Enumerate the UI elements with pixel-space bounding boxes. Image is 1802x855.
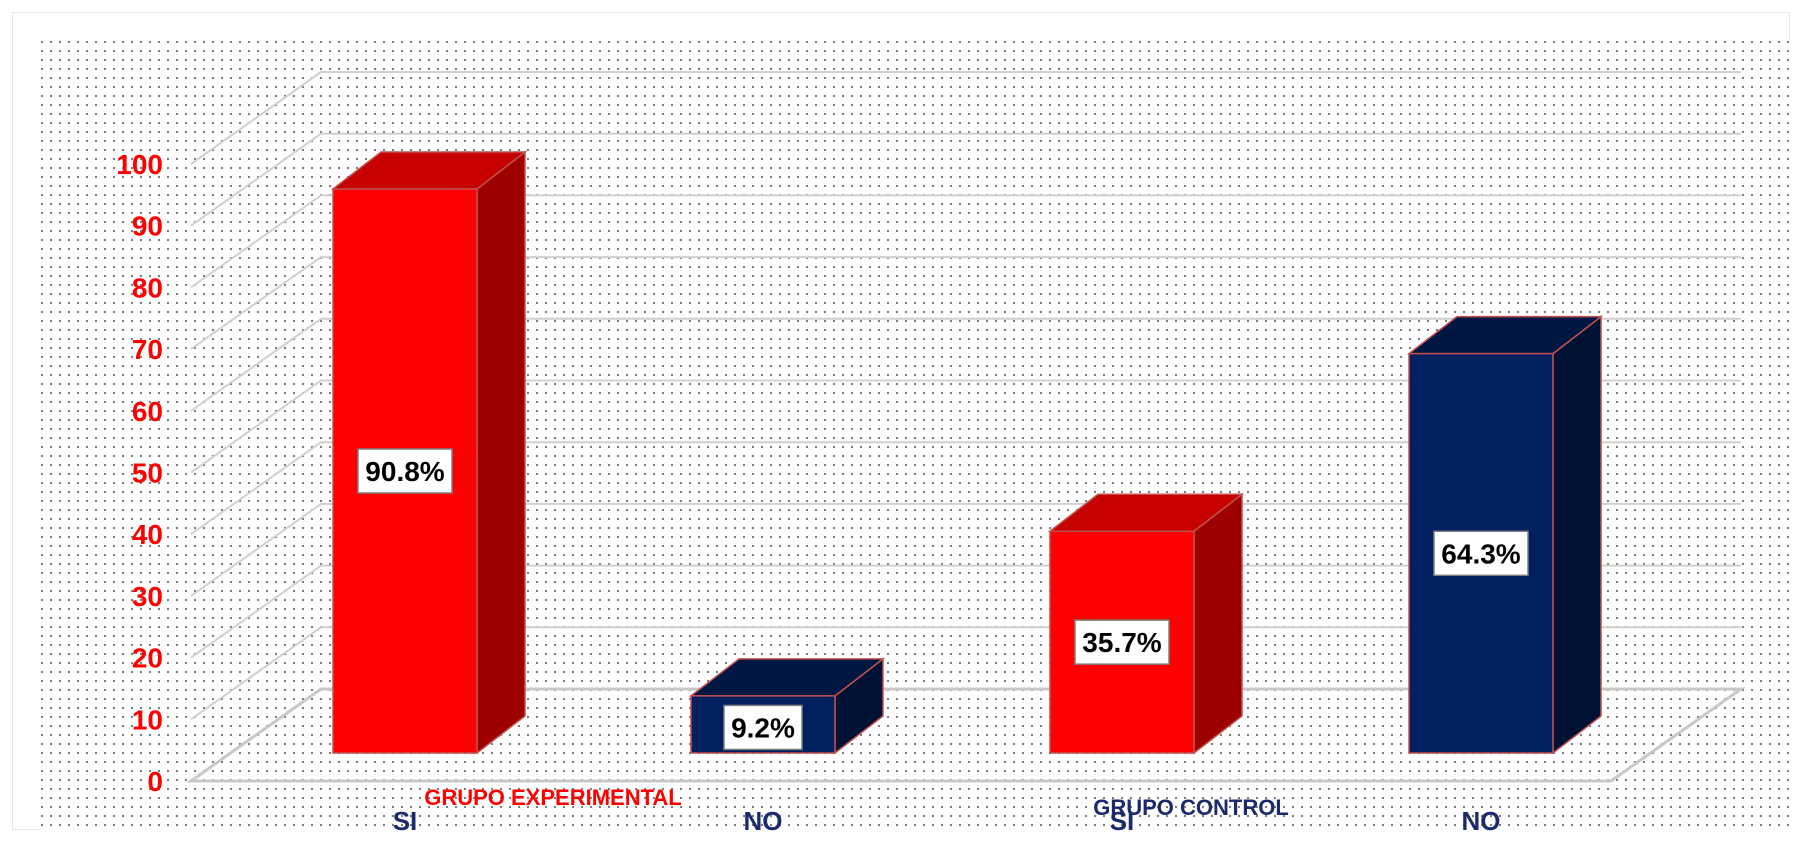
y-tick-label: 10	[132, 704, 163, 735]
bar: 64.3%	[1406, 315, 1604, 755]
bar: 9.2%	[688, 657, 886, 755]
bar-side-face	[476, 150, 526, 755]
y-tick-label: 80	[132, 272, 163, 303]
gridline	[190, 71, 1741, 165]
gridline	[190, 626, 1741, 721]
bar-side-face	[1193, 492, 1243, 755]
y-tick-label: 30	[132, 581, 163, 612]
gridline	[190, 317, 1741, 412]
y-tick-label: 90	[132, 211, 163, 242]
x-category-label: SI	[393, 806, 418, 836]
gridline	[190, 441, 1741, 536]
y-tick-label: 100	[116, 149, 163, 180]
data-label-box	[1074, 619, 1170, 665]
y-tick-label: 60	[132, 396, 163, 427]
chart-floor	[186, 687, 1746, 783]
floor-plane	[186, 687, 1746, 783]
x-category-label: SI	[1110, 806, 1135, 836]
data-label: 35.7%	[1082, 627, 1161, 658]
gridline	[190, 132, 1741, 227]
bar-chart: 0 10 20 30 40 50 60 70 80 90 100 90.8% 9.2% 35.7% 64.…	[41, 41, 1791, 836]
data-label: 64.3%	[1441, 538, 1520, 569]
group-label: GRUPO EXPERIMENTAL	[424, 785, 682, 810]
group-label: GRUPO CONTROL	[1093, 795, 1289, 820]
data-label: 9.2%	[731, 712, 795, 743]
gridline	[190, 379, 1741, 474]
bars: 90.8% 9.2% 35.7% 64.3%	[330, 150, 1604, 755]
gridline	[190, 194, 1741, 289]
gridline	[190, 502, 1741, 597]
gridline	[190, 256, 1741, 350]
gridline	[190, 564, 1741, 659]
x-category-label: NO	[744, 806, 783, 836]
data-label: 90.8%	[365, 456, 444, 487]
data-label-box	[723, 704, 803, 751]
data-label-box	[1433, 530, 1529, 577]
y-tick-label: 20	[132, 643, 163, 674]
y-tick-label: 40	[132, 519, 163, 550]
bar: 35.7%	[1047, 492, 1245, 755]
bar: 90.8%	[330, 150, 528, 755]
y-tick-label: 50	[132, 458, 163, 489]
y-tick-label: 0	[147, 766, 163, 797]
y-tick-label: 70	[132, 334, 163, 365]
x-category-label: NO	[1462, 806, 1501, 836]
bar-side-face	[1552, 315, 1602, 755]
chart-container: 0 10 20 30 40 50 60 70 80 90 100 90.8% 9.2% 35.7% 64.…	[12, 12, 1791, 836]
y-axis: 0 10 20 30 40 50 60 70 80 90 100	[116, 149, 163, 797]
data-label-box	[357, 448, 453, 494]
x-axis: SI NO SI NO GRUPO EXPERIMENTAL GRUPO CONTROL	[393, 785, 1501, 836]
gridlines	[190, 71, 1741, 782]
